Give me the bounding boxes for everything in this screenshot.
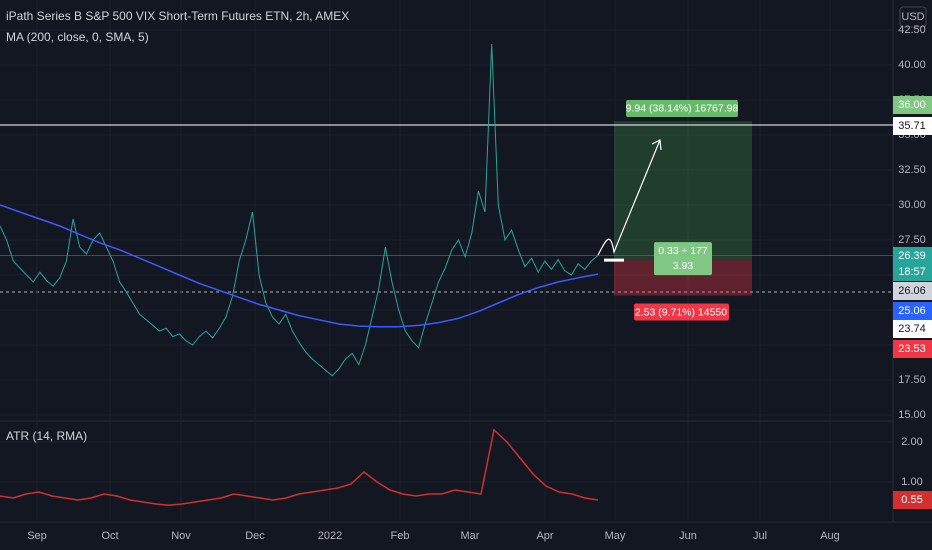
axis-label: 36.00 — [898, 99, 926, 111]
axis-label-bg — [893, 247, 932, 265]
atr-last-label: 0.55 — [901, 494, 922, 506]
atr-label-bg — [893, 491, 932, 509]
atr-line — [0, 428, 599, 506]
ma-line — [0, 204, 599, 328]
atr-label: ATR (14, RMA) — [6, 429, 87, 443]
y-tick-label: 27.50 — [898, 234, 926, 246]
time-label: Aug — [820, 530, 840, 542]
y-tick-label: 15.00 — [898, 409, 926, 421]
currency[interactable]: USD — [901, 11, 924, 23]
price-line — [0, 43, 599, 377]
axis-label: 35.71 — [898, 120, 926, 132]
info-label: 0.33 ÷ 177 — [658, 245, 708, 257]
y-tick-label: 42.50 — [898, 24, 926, 36]
currency-box[interactable] — [899, 6, 927, 28]
axis-label: 26.06 — [898, 285, 926, 297]
time-label: Nov — [171, 530, 191, 542]
axis-label: 26.39 — [898, 250, 926, 262]
y-tick-label: 17.50 — [898, 374, 926, 386]
axis-label: 23.53 — [898, 343, 926, 355]
time-label: Oct — [101, 530, 118, 542]
axis-label: 23.74 — [898, 323, 926, 335]
time-label: May — [605, 530, 626, 542]
time-label: Jul — [753, 530, 767, 542]
y-tick-label: 1.00 — [901, 476, 922, 488]
axis-label-bg — [893, 96, 932, 114]
y-tick-label: 30.00 — [898, 199, 926, 211]
time-label: Mar — [461, 530, 480, 542]
y-tick-label: 2.00 — [901, 436, 922, 448]
arrow-drawing — [597, 139, 662, 256]
stop-label: 2.53 (9.71%) 14550 — [635, 306, 727, 318]
axis-label: 18:57 — [898, 266, 926, 278]
time-label: Sep — [27, 530, 47, 542]
axis-label-bg — [893, 263, 932, 281]
time-label: 2022 — [318, 530, 342, 542]
y-tick-label: 40.00 — [898, 59, 926, 71]
axis-label-bg — [893, 117, 932, 135]
info-label-bg — [654, 242, 712, 276]
info-label: 3.93 — [673, 260, 694, 272]
stop-label-bg — [634, 303, 729, 321]
axis-label-bg — [893, 282, 932, 300]
time-label: Feb — [391, 530, 410, 542]
axis-label-bg — [893, 320, 932, 338]
axis-label: 25.06 — [898, 305, 926, 317]
target-label: 9.94 (38.14%) 16767.98 — [626, 103, 739, 115]
indicator-label: MA (200, close, 0, SMA, 5) — [6, 30, 149, 44]
time-label: Dec — [245, 530, 265, 542]
axis-label-bg — [893, 340, 932, 358]
target-label-bg — [626, 99, 738, 117]
time-label: Apr — [536, 530, 553, 542]
profit-zone — [614, 120, 752, 261]
title: iPath Series B S&P 500 VIX Short-Term Fu… — [6, 9, 349, 23]
axis-label-bg — [893, 302, 932, 320]
y-tick-label: 32.50 — [898, 164, 926, 176]
time-label: Jun — [679, 530, 697, 542]
